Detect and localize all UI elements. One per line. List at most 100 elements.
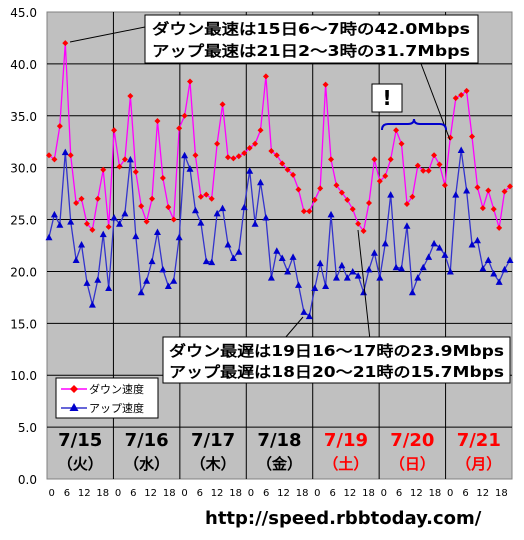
data-point-diamond: [376, 178, 383, 185]
data-point-diamond: [235, 153, 242, 160]
data-point-diamond: [94, 195, 101, 202]
data-point-triangle: [316, 259, 324, 267]
data-point-triangle: [311, 284, 319, 292]
data-point-diamond: [224, 154, 231, 161]
data-point-diamond: [463, 87, 470, 94]
data-point-triangle: [164, 282, 172, 289]
day-weekday-label: （火）: [58, 455, 103, 473]
data-point-triangle: [430, 239, 438, 247]
x-tick-label: 6: [329, 488, 335, 499]
data-point-triangle: [202, 257, 210, 265]
data-point-triangle: [78, 240, 86, 248]
x-tick-label: 0: [314, 488, 320, 499]
data-point-diamond: [409, 193, 416, 200]
data-point-diamond: [469, 133, 476, 140]
exclaim-bracket: [381, 118, 447, 131]
series-line: [48, 43, 511, 233]
data-point-diamond: [78, 195, 85, 202]
day-date-label: 7/16: [125, 430, 169, 451]
data-point-diamond: [262, 73, 269, 80]
data-point-triangle: [506, 256, 514, 264]
data-point-triangle: [343, 274, 351, 281]
data-point-triangle: [240, 203, 248, 211]
data-point-diamond: [138, 203, 145, 210]
data-point-triangle: [419, 263, 427, 271]
data-point-triangle: [414, 274, 422, 281]
data-point-triangle: [338, 261, 346, 269]
y-tick-label: 15.0: [10, 317, 37, 331]
data-point-diamond: [116, 163, 123, 170]
y-tick-label: 5.0: [18, 421, 37, 435]
series-download: [46, 40, 513, 234]
day-weekday-label: （水）: [124, 455, 169, 473]
x-tick-label: 18: [96, 488, 109, 499]
x-tick-label: 0: [181, 488, 187, 499]
data-point-diamond: [111, 127, 118, 134]
data-point-triangle: [273, 247, 281, 254]
data-point-diamond: [365, 199, 372, 206]
x-tick-label: 12: [144, 488, 157, 499]
data-point-triangle: [126, 155, 134, 163]
x-tick-label: 18: [163, 488, 176, 499]
y-tick-label: 45.0: [10, 6, 37, 20]
data-point-diamond: [127, 93, 134, 100]
data-point-diamond: [121, 156, 128, 163]
data-point-triangle: [143, 277, 151, 284]
x-axis: 0 6 12 18 0 6 12 18 0 6 12 18 0 6 12 18 0 6 12 18 0 6 12 18 0 6 12…: [48, 488, 507, 499]
data-point-diamond: [328, 156, 335, 163]
data-point-triangle: [446, 267, 454, 275]
data-point-triangle: [473, 236, 481, 244]
data-point-triangle: [159, 265, 167, 273]
exclaim-box: [371, 83, 403, 113]
data-point-diamond: [187, 78, 194, 85]
data-point-diamond: [170, 216, 177, 223]
data-point-diamond: [441, 182, 448, 189]
x-tick-label: 12: [410, 488, 423, 499]
day-date-label: 7/17: [191, 430, 235, 451]
x-tick-label: 18: [495, 488, 508, 499]
x-tick-label: 6: [130, 488, 136, 499]
data-point-diamond: [181, 112, 188, 119]
y-tick-label: 25.0: [10, 214, 37, 228]
data-point-diamond: [149, 195, 156, 202]
annotation-min-line2: アップ最遅は18日20～21時の15.7Mbps: [169, 363, 504, 381]
annotation-min: ダウン最遅は19日16～17時の23.9Mbps アップ最遅は18日20～21時…: [162, 336, 511, 384]
y-tick-label: 20.0: [10, 265, 37, 279]
data-point-diamond: [479, 205, 486, 212]
data-point-diamond: [73, 199, 80, 206]
legend-down-marker: [70, 385, 78, 393]
data-point-diamond: [349, 206, 356, 213]
data-point-triangle: [327, 210, 335, 218]
data-point-diamond: [176, 125, 183, 132]
data-point-diamond: [51, 156, 58, 163]
x-tick-label: 12: [476, 488, 489, 499]
data-point-diamond: [398, 140, 405, 147]
data-point-triangle: [392, 263, 400, 271]
data-point-diamond: [317, 185, 324, 192]
x-tick-label: 0: [447, 488, 453, 499]
day-weekday-label: （日）: [390, 455, 435, 473]
data-point-triangle: [294, 281, 302, 288]
leader-up-min: [284, 316, 304, 339]
data-point-diamond: [241, 150, 248, 157]
exclaim-text: !: [382, 86, 391, 110]
x-tick-label: 6: [263, 488, 269, 499]
x-tick-label: 6: [64, 488, 70, 499]
data-point-triangle: [262, 213, 270, 221]
y-tick-label: 40.0: [10, 58, 37, 72]
data-point-triangle: [387, 191, 395, 198]
data-point-triangle: [457, 146, 465, 154]
day-weekday-label: （月）: [456, 455, 501, 473]
data-point-triangle: [425, 253, 433, 260]
data-point-diamond: [105, 223, 112, 230]
data-point-diamond: [252, 140, 259, 147]
data-point-triangle: [349, 267, 357, 275]
data-point-diamond: [203, 191, 210, 198]
data-point-triangle: [365, 265, 373, 273]
annotation-max-line1: ダウン最速は15日6～7時の42.0Mbps: [152, 20, 470, 38]
data-point-triangle: [137, 288, 145, 296]
x-tick-label: 18: [429, 488, 442, 499]
legend-down-label: ダウン速度: [89, 382, 144, 396]
data-point-triangle: [224, 240, 232, 248]
data-point-triangle: [148, 257, 156, 265]
